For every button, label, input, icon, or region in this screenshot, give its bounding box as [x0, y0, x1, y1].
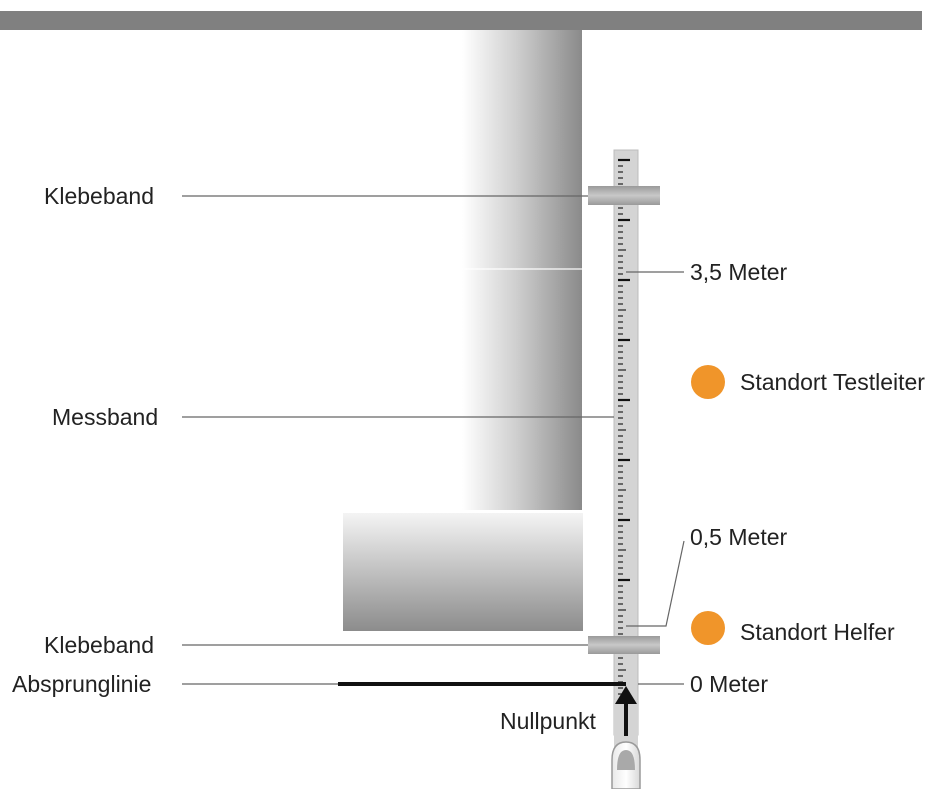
label-0-meter: 0 Meter: [690, 671, 768, 697]
ceiling-bar: [0, 11, 922, 30]
adhesive-tape-bottom: [588, 636, 660, 654]
orange-dot-icon: [691, 611, 725, 645]
tape-ticks: [618, 158, 630, 702]
label-absprunglinie: Absprunglinie: [12, 671, 151, 697]
label-klebeband-top: Klebeband: [44, 183, 154, 209]
leader-0-5-meter: [626, 540, 685, 627]
label-0-5-meter: 0,5 Meter: [690, 524, 787, 550]
arrow-up-icon: [615, 686, 637, 736]
wall-column: [462, 30, 582, 510]
step-block: [343, 513, 583, 631]
label-klebeband-bottom: Klebeband: [44, 632, 154, 658]
orange-dot-icon: [691, 365, 725, 399]
adhesive-tape-top: [588, 186, 660, 205]
fingernail-icon: [617, 750, 635, 770]
label-messband: Messband: [52, 404, 158, 430]
label-nullpunkt: Nullpunkt: [500, 708, 596, 734]
label-3-5-meter: 3,5 Meter: [690, 259, 787, 285]
label-standort-testleiter: Standort Testleiter: [740, 369, 925, 395]
label-standort-helfer: Standort Helfer: [740, 619, 895, 645]
